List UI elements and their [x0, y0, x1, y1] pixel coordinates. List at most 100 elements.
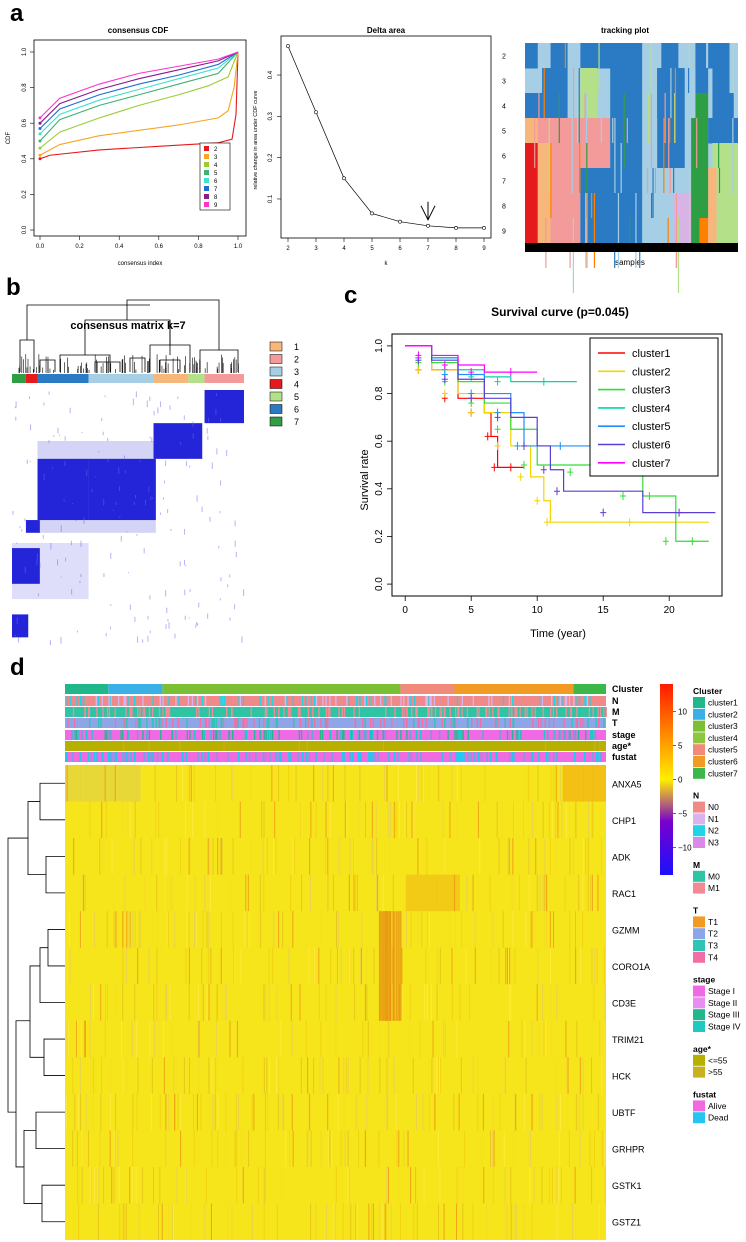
hm-annotation-stripe	[181, 752, 183, 762]
hm-cell-stripe	[371, 1203, 373, 1240]
hm-annotation-stripe	[123, 741, 125, 751]
hm-hot-stripe	[380, 911, 383, 1021]
hm-annotation-stripe	[166, 752, 169, 762]
hm-cell-stripe	[455, 911, 457, 948]
hm-annotation-stripe	[161, 752, 164, 762]
hm-cell-stripe	[225, 1130, 227, 1167]
surv-censor-mark	[521, 441, 527, 450]
hm-annotation-stripe	[288, 752, 290, 762]
hm-cell-stripe	[111, 838, 113, 875]
cm-cluster-color-bar	[12, 374, 26, 383]
hm-annotation-stripe	[234, 718, 236, 728]
hm-cell-stripe	[539, 874, 541, 912]
hm-cell-stripe	[582, 1057, 584, 1094]
cdf-legend-swatch	[204, 162, 209, 167]
cm-noise-mark	[183, 559, 185, 566]
hm-cell-stripe	[328, 765, 330, 802]
hm-annotation-stripe	[485, 707, 488, 717]
hm-cell-stripe	[279, 1057, 281, 1094]
hm-annotation-stripe	[125, 707, 127, 717]
hm-annotation-stripe	[123, 718, 125, 728]
hm-cell-stripe	[263, 1057, 265, 1094]
hm-cell-stripe	[66, 1093, 68, 1131]
hm-cell-stripe	[177, 1093, 179, 1131]
tracking-sample-line	[584, 93, 586, 168]
hm-high-cell	[482, 1093, 484, 1131]
tracking-block	[550, 193, 581, 219]
tracking-sample-line	[664, 93, 666, 143]
tracking-sample-line	[590, 193, 593, 218]
hm-high-cell	[545, 874, 547, 912]
delta-point	[370, 211, 374, 216]
hm-cell-stripe	[355, 1203, 357, 1240]
hm-cell-stripe	[587, 801, 589, 839]
hm-annotation-stripe	[540, 718, 542, 728]
hm-high-cell	[126, 911, 128, 948]
hm-cell-stripe	[212, 1093, 214, 1131]
hm-annotation-stripe	[497, 718, 499, 728]
hm-high-cell	[239, 801, 241, 839]
hm-cell-stripe	[185, 947, 187, 985]
hm-annotation-stripe	[284, 696, 287, 706]
hm-cell-stripe	[366, 1093, 368, 1131]
tracking-block	[691, 143, 709, 169]
hm-cell-stripe	[413, 801, 415, 839]
hm-cell-stripe	[164, 838, 166, 875]
hm-cell-stripe	[94, 911, 96, 948]
hm-cell-stripe	[346, 801, 348, 839]
hm-high-cell	[253, 1093, 255, 1131]
cm-noise-mark	[227, 584, 229, 588]
tracking-sample-line	[652, 168, 654, 218]
hm-cell-stripe	[263, 874, 265, 912]
hm-annotation-stripe	[101, 696, 103, 706]
hm-cell-stripe	[375, 801, 377, 839]
tracking-sample-line	[718, 143, 720, 168]
tracking-row-label: 2	[502, 54, 506, 61]
hm-cell-stripe	[99, 1130, 101, 1167]
hm-cell-stripe	[456, 765, 458, 802]
cm-noise-mark	[206, 427, 208, 434]
hm-cell-stripe	[418, 765, 420, 802]
hm-annotation-stripe	[329, 730, 332, 740]
hm-region	[562, 765, 606, 802]
hm-annotation-stripe	[553, 730, 555, 740]
hm-high-cell	[455, 1203, 457, 1240]
hm-high-cell	[567, 1057, 569, 1094]
hm-cell-stripe	[335, 1020, 337, 1058]
tracking-block	[712, 93, 734, 119]
cm-noise-mark	[112, 509, 114, 511]
hm-cell-stripe	[460, 765, 462, 802]
hm-cell-stripe	[558, 1166, 560, 1204]
tracking-sample-line	[550, 143, 552, 218]
hm-hot-stripe	[381, 911, 384, 1021]
surv-xtick-label: 15	[598, 605, 610, 616]
cm-noise-mark	[14, 406, 16, 409]
tracking-row-label: 3	[502, 79, 506, 86]
hm-annotation-stripe	[146, 718, 148, 728]
hm-cell-stripe	[151, 838, 153, 875]
tracking-row-label: 8	[502, 204, 506, 211]
surv-legend-label: cluster4	[632, 403, 671, 415]
hm-annotation-stripe	[66, 696, 68, 706]
hm-cell-stripe	[484, 765, 486, 802]
surv-censor-mark	[646, 491, 653, 500]
tracking-sample-line	[534, 118, 536, 168]
hm-annotation-stripe	[95, 696, 97, 706]
hm-cell-stripe	[490, 947, 492, 985]
hm-annotation-stripe	[165, 707, 168, 717]
cm-noise-mark	[216, 448, 218, 455]
hm-track-label: M	[612, 707, 620, 717]
tracking-row-label: 7	[502, 179, 506, 186]
hm-legend-label: T2	[708, 929, 718, 939]
cdf-series-line	[39, 51, 239, 124]
hm-annotation-stripe	[447, 730, 449, 740]
hm-high-cell	[163, 1057, 165, 1094]
hm-cell-stripe	[556, 1203, 558, 1240]
hm-annotation-stripe	[569, 730, 571, 740]
hm-annotation-stripe	[142, 730, 144, 740]
hm-annotation-stripe	[158, 718, 160, 728]
hm-annotation-stripe	[565, 696, 568, 706]
hm-cell-stripe	[531, 1093, 533, 1131]
hm-annotation-stripe	[319, 730, 322, 740]
hm-cell-stripe	[190, 1203, 192, 1240]
